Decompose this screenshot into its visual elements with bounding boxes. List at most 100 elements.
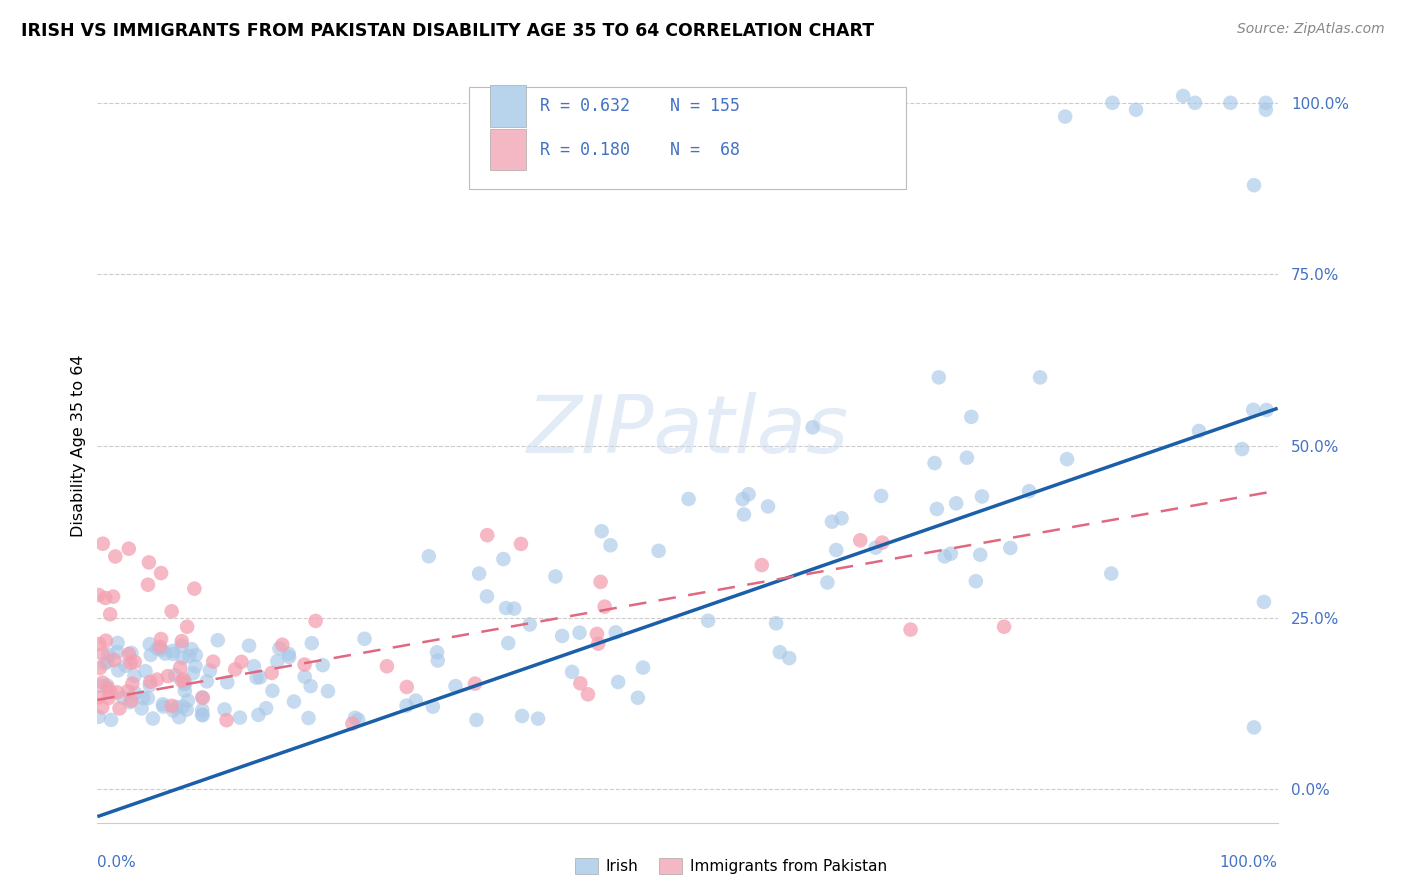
Point — [91, 675, 114, 690]
Point — [136, 691, 159, 706]
Point — [150, 643, 173, 657]
Point — [87, 690, 110, 705]
Point — [104, 549, 127, 564]
Point — [118, 647, 141, 661]
Point — [599, 538, 621, 552]
Point — [271, 638, 294, 652]
Point — [269, 641, 291, 656]
Point — [312, 658, 335, 673]
Point — [98, 684, 121, 698]
Point — [162, 704, 184, 718]
Point — [89, 661, 111, 675]
Point — [375, 659, 398, 673]
Point — [165, 700, 187, 714]
Point — [464, 676, 486, 690]
Point — [108, 701, 131, 715]
Point — [107, 636, 129, 650]
Point — [477, 528, 499, 542]
Point — [124, 686, 146, 700]
Point — [229, 710, 252, 724]
Point — [294, 670, 316, 684]
Point — [97, 690, 120, 705]
Point — [150, 632, 173, 646]
Point — [301, 636, 323, 650]
Point — [138, 555, 160, 569]
Point — [184, 659, 207, 673]
Point — [167, 710, 190, 724]
Point — [395, 698, 418, 713]
Point — [181, 666, 204, 681]
Point — [1254, 95, 1277, 110]
Point — [544, 569, 567, 583]
Point — [1125, 103, 1147, 117]
Point — [111, 690, 134, 705]
Point — [142, 712, 165, 726]
Point — [316, 684, 339, 698]
Point — [91, 700, 114, 714]
Text: 100.0%: 100.0% — [1219, 855, 1278, 870]
Point — [107, 663, 129, 677]
Point — [960, 409, 983, 424]
Point — [118, 541, 141, 556]
Point — [117, 684, 139, 698]
Point — [138, 678, 160, 692]
Point — [191, 708, 214, 723]
Y-axis label: Disability Age 35 to 64: Disability Age 35 to 64 — [72, 355, 86, 537]
Point — [1230, 442, 1253, 456]
Point — [605, 625, 627, 640]
Point — [148, 641, 170, 656]
Point — [97, 648, 120, 662]
Point — [498, 636, 520, 650]
Point — [224, 662, 246, 676]
Point — [146, 673, 169, 687]
Point — [647, 544, 669, 558]
Point — [588, 637, 610, 651]
Point — [266, 654, 288, 668]
Point — [956, 450, 979, 465]
Point — [297, 711, 319, 725]
Point — [120, 646, 142, 660]
Point — [124, 655, 146, 669]
Point — [87, 710, 110, 724]
Point — [97, 655, 120, 669]
Point — [1243, 720, 1265, 734]
Point — [91, 537, 114, 551]
Point — [510, 709, 533, 723]
Point — [1254, 103, 1277, 117]
Point — [101, 590, 124, 604]
Point — [277, 647, 299, 661]
Point — [103, 653, 125, 667]
Point — [1099, 566, 1122, 581]
Point — [191, 703, 214, 717]
Text: Irish: Irish — [606, 859, 638, 873]
Point — [607, 675, 630, 690]
Point — [105, 685, 128, 699]
Point — [801, 420, 824, 434]
Point — [245, 671, 267, 685]
Point — [283, 694, 305, 708]
Point — [1173, 89, 1195, 103]
Text: R = 0.180    N =  68: R = 0.180 N = 68 — [540, 141, 740, 159]
Point — [138, 637, 160, 651]
Bar — [491, 85, 526, 127]
Point — [939, 547, 962, 561]
Point — [191, 690, 214, 705]
Point — [96, 678, 118, 692]
Point — [1253, 595, 1275, 609]
Point — [173, 673, 195, 687]
Point — [831, 511, 853, 525]
Point — [495, 601, 517, 615]
Point — [395, 680, 418, 694]
Point — [176, 620, 198, 634]
Point — [444, 679, 467, 693]
Point — [925, 502, 948, 516]
Point — [815, 575, 838, 590]
Point — [278, 650, 301, 665]
Point — [173, 677, 195, 691]
Point — [510, 537, 533, 551]
Point — [160, 604, 183, 618]
Point — [162, 644, 184, 658]
Point — [260, 665, 283, 680]
Point — [865, 541, 887, 555]
Point — [418, 549, 440, 564]
